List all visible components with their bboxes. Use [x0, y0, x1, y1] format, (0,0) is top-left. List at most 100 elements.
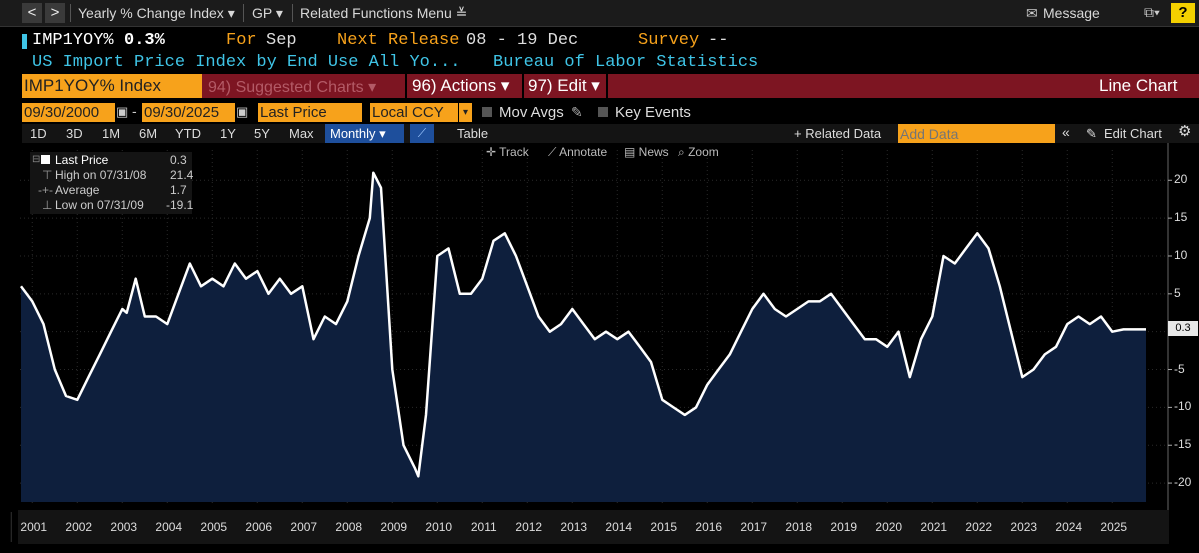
related-functions-menu[interactable]: Related Functions Menu ≚ — [300, 5, 468, 21]
period-button-1m[interactable]: 1M — [102, 126, 121, 141]
collapse-legend-icon[interactable]: ⊟ — [32, 154, 41, 165]
mov-avgs-label: Mov Avgs — [499, 104, 564, 121]
news-label: News — [638, 145, 669, 159]
news-tool[interactable]: ▤ News — [624, 145, 669, 159]
calendar-icon[interactable]: ▣ — [236, 104, 249, 119]
period-button-1y[interactable]: 1Y — [220, 126, 236, 141]
key-events-label: Key Events — [615, 104, 691, 121]
x-tick-label: 2013 — [560, 520, 588, 534]
x-tick-label: 2005 — [200, 520, 228, 534]
forward-button[interactable]: > — [45, 3, 65, 23]
mov-avgs-checkbox[interactable] — [482, 107, 492, 117]
divider — [243, 4, 244, 22]
x-tick-label: 2018 — [785, 520, 813, 534]
divider — [522, 74, 524, 98]
header-marker — [22, 34, 27, 49]
ticker: IMP1YOY% — [32, 31, 114, 50]
legend-last-label: Last Price — [55, 153, 109, 167]
divider — [405, 74, 407, 98]
chart-type-label[interactable]: Line Chart — [1099, 76, 1178, 95]
current-value: 0.3% — [124, 31, 165, 50]
x-tick-label: 2011 — [470, 520, 497, 534]
survey-value: -- — [708, 31, 729, 50]
x-tick-label: 2001 — [20, 520, 48, 534]
divider — [606, 74, 608, 98]
period-button-5y[interactable]: 5Y — [254, 126, 270, 141]
key-events-checkbox[interactable] — [598, 107, 608, 117]
annotate-tool[interactable]: ⟋ Annotate — [548, 145, 608, 159]
y-tick-label: -10 — [1174, 399, 1192, 414]
frequency-select[interactable]: Monthly ▾ — [330, 126, 386, 141]
chart-legend: ⊟ Last Price 0.3 ⊤ High on 07/31/08 21.4… — [30, 152, 194, 214]
period-button-ytd[interactable]: YTD — [175, 126, 201, 141]
legend-avg-value: 1.7 — [170, 183, 187, 197]
back-button[interactable]: < — [22, 3, 42, 23]
legend-last-value: 0.3 — [170, 153, 187, 167]
table-button[interactable]: Table — [457, 126, 489, 141]
end-date-input[interactable]: 09/30/2025 — [142, 103, 235, 122]
add-data-input[interactable] — [900, 125, 1050, 142]
x-tick-label: 2023 — [1010, 520, 1038, 534]
last-value-tag: 0.3 — [1168, 321, 1198, 336]
suggested-charts-menu[interactable]: 94) Suggested Charts ▾ — [208, 79, 377, 96]
low-marker-icon: ⊥ — [42, 198, 53, 212]
start-date-input[interactable]: 09/30/2000 — [22, 103, 115, 122]
top-bar: < > Yearly % Change Index ▾ GP ▾ Related… — [0, 0, 1199, 27]
x-tick-label: 2019 — [830, 520, 858, 534]
next-release-value: 08 - 19 Dec — [466, 31, 579, 50]
x-tick-label: 2002 — [65, 520, 93, 534]
pencil-icon[interactable]: ✎ — [571, 104, 583, 120]
zoom-label: Zoom — [688, 145, 719, 159]
y-tick-label: 5 — [1174, 285, 1181, 300]
related-data-button[interactable]: + Related Data — [794, 126, 882, 141]
calendar-icon[interactable]: ▣ — [116, 104, 129, 119]
y-tick-label: -15 — [1174, 437, 1192, 452]
actions-menu[interactable]: 96) Actions ▾ — [412, 76, 510, 95]
gp-menu[interactable]: GP ▾ — [252, 5, 283, 21]
gear-icon[interactable]: ⚙ — [1178, 123, 1192, 140]
message-button[interactable]: Message — [1043, 5, 1100, 21]
period-button-max[interactable]: Max — [289, 126, 314, 141]
help-button[interactable]: ? — [1171, 3, 1195, 23]
x-tick-label: 2025 — [1100, 520, 1128, 534]
y-tick-label: 20 — [1174, 172, 1188, 187]
field-select[interactable]: Last Price — [258, 103, 362, 122]
x-tick-label: 2017 — [740, 520, 768, 534]
date-separator: - — [132, 103, 137, 119]
legend-high-label: High on 07/31/08 — [55, 168, 147, 182]
currency-select[interactable]: Local CCY — [370, 103, 458, 122]
track-tool[interactable]: ✛ Track — [486, 145, 529, 159]
for-label: For — [226, 31, 257, 50]
period-button-3d[interactable]: 3D — [66, 126, 83, 141]
average-marker-icon: -+- — [38, 183, 53, 197]
edit-menu[interactable]: 97) Edit ▾ — [528, 76, 600, 95]
chevron-down-icon[interactable]: ▾ — [459, 103, 472, 122]
period-button-6m[interactable]: 6M — [139, 126, 158, 141]
line-chart-icon[interactable]: ⟋ — [410, 124, 434, 143]
x-axis-bar — [18, 510, 1169, 544]
x-tick-label: 2024 — [1055, 520, 1083, 534]
x-tick-label: 2004 — [155, 520, 183, 534]
action-bar — [22, 74, 1199, 98]
legend-high-value: 21.4 — [170, 168, 194, 182]
x-tick-label: 2003 — [110, 520, 138, 534]
for-value: Sep — [266, 31, 297, 50]
period-button-1d[interactable]: 1D — [30, 126, 47, 141]
x-tick-label: 2010 — [425, 520, 453, 534]
series-description: US Import Price Index by End Use All Yo.… — [32, 53, 461, 72]
legend-avg-label: Average — [55, 183, 100, 197]
envelope-icon[interactable]: ✉ — [1026, 5, 1038, 21]
series-area — [21, 172, 1146, 502]
x-tick-label: 2007 — [290, 520, 318, 534]
edit-chart-button[interactable]: Edit Chart — [1104, 126, 1162, 141]
window-menu-icon[interactable]: ⧉▾ — [1144, 4, 1160, 20]
pencil-icon[interactable]: ✎ — [1086, 126, 1097, 141]
zoom-tool[interactable]: ⌕ Zoom — [678, 145, 719, 159]
series-line[interactable] — [19, 171, 1146, 478]
x-tick-label: 2016 — [695, 520, 723, 534]
function-menu[interactable]: Yearly % Change Index ▾ — [78, 5, 235, 21]
legend-low-label: Low on 07/31/09 — [55, 198, 144, 212]
security-field[interactable]: IMP1YOY% Index — [22, 74, 202, 98]
collapse-icon[interactable]: « — [1062, 124, 1070, 140]
